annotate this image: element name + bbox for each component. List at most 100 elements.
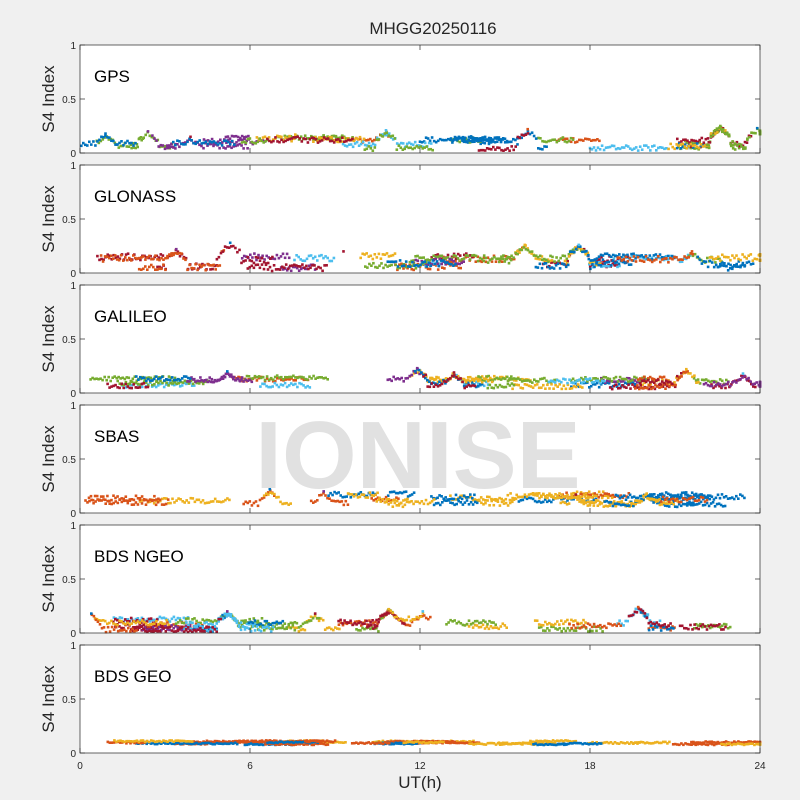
data-point [151,383,154,387]
data-point [236,377,240,380]
data-point [543,140,546,143]
data-point [616,501,620,504]
data-point [146,623,150,627]
data-point [289,269,293,273]
data-point [126,623,129,626]
data-point [548,492,551,495]
data-point [438,384,442,387]
data-point [384,263,387,267]
data-point [151,622,154,626]
data-point [453,138,456,141]
data-point [282,378,285,381]
data-point [531,497,535,501]
data-point [712,743,716,747]
data-point [100,135,103,139]
data-point [140,619,144,622]
data-point [537,500,541,503]
data-point [101,260,105,263]
data-point [256,263,260,266]
data-point [269,630,273,633]
data-point [461,137,465,140]
data-point [615,261,619,264]
data-point [712,265,716,269]
data-point [136,503,140,506]
data-point [702,494,706,497]
data-point [153,137,156,140]
data-point [265,377,269,380]
data-point-peak [636,605,640,609]
data-point [550,266,554,269]
data-point [657,255,660,258]
y-axis-label: S4 Index [39,425,58,493]
data-point [441,259,445,262]
data-point [688,743,691,746]
data-point [218,500,221,503]
data-point [467,383,471,387]
data-point [296,135,299,138]
data-point [728,134,731,138]
data-point [182,257,185,260]
data-point [106,625,110,629]
data-point [230,375,234,379]
data-point [200,142,204,145]
data-point [114,496,117,500]
data-point [371,149,375,152]
data-point [348,493,352,496]
data-point [500,148,503,152]
data-point [642,255,645,259]
data-point [618,496,622,500]
data-point [144,258,147,261]
data-point [157,499,160,503]
data-point [551,739,555,742]
data-point [740,143,743,146]
data-point [526,247,529,250]
data-point [629,614,633,617]
data-point [484,377,488,381]
data-point [591,629,594,633]
data-point [450,263,453,266]
data-point [537,386,541,390]
data-point [126,621,129,625]
data-point [244,500,247,504]
data-point [104,502,107,505]
data-point [129,616,133,620]
data-point [534,254,538,257]
data-point [375,256,379,259]
data-point [397,504,401,507]
data-point [209,630,212,634]
data-point [630,255,634,258]
data-point [549,254,552,258]
data-point [89,494,93,498]
data-point [213,624,216,628]
data-point [509,258,513,262]
data-point [719,128,723,131]
data-point [210,377,214,381]
data-point [584,376,587,379]
data-point [394,377,397,381]
data-point [248,137,252,140]
data-point [155,624,159,628]
data-point [101,378,104,382]
data-point-peak [574,493,578,496]
data-point [548,629,551,632]
data-point [560,262,564,265]
data-point [125,629,128,633]
data-point [712,257,716,261]
data-point [122,497,125,501]
data-point [613,502,617,506]
data-point [413,264,416,267]
data-point [180,377,184,380]
data-point [685,147,689,150]
data-point [367,145,371,148]
data-point [332,628,335,632]
data-point [188,624,192,627]
data-point [693,497,697,501]
data-point [132,383,135,386]
data-point [141,137,145,140]
data-point [422,140,426,143]
data-point [336,627,339,630]
data-point [391,499,395,502]
data-point [304,386,307,389]
data-point [457,620,461,624]
data-point [608,504,612,507]
